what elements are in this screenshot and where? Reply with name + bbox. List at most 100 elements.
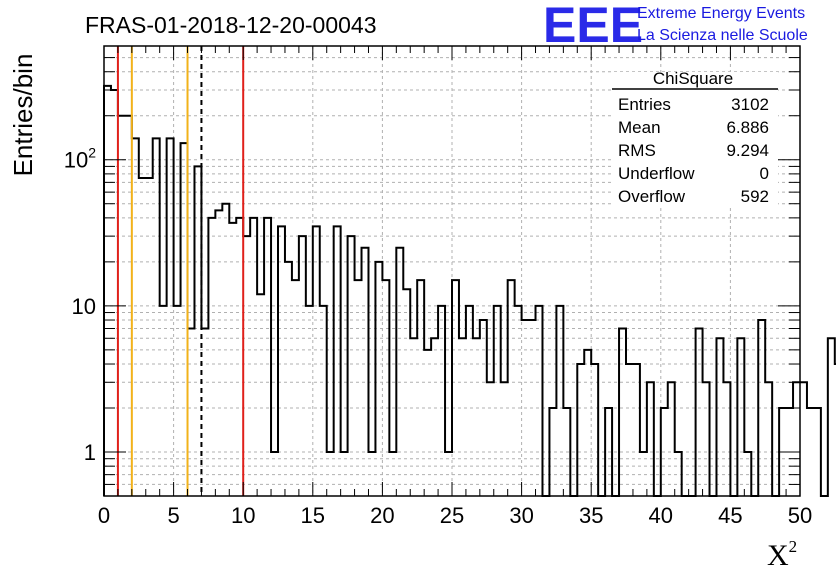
histogram-bin — [438, 306, 445, 496]
histogram-bin — [243, 236, 250, 496]
histogram-bin — [508, 280, 515, 496]
x-tick-label: 30 — [509, 503, 533, 528]
x-tick-label: 20 — [370, 503, 394, 528]
histogram-bin — [445, 452, 452, 496]
histogram-bin — [362, 248, 369, 496]
reference-lines — [116, 46, 245, 496]
histogram-bin — [529, 320, 536, 496]
histogram-bin — [132, 138, 139, 496]
histogram-bin — [341, 452, 348, 496]
y-tick-label-superscript: 2 — [88, 145, 96, 161]
histogram-bin — [111, 90, 118, 496]
histogram-bin — [494, 306, 501, 496]
histogram-series — [103, 84, 836, 497]
x-tick-label: 0 — [98, 503, 110, 528]
histogram-bin — [146, 178, 153, 496]
eee-logo: EEE Extreme Energy Events La Scienza nel… — [543, 0, 808, 53]
histogram-bin — [556, 306, 563, 496]
histogram-bin — [584, 350, 591, 496]
chart-title: FRAS-01-2018-12-20-00043 — [85, 12, 377, 38]
stats-value: 0 — [760, 164, 769, 183]
histogram-bin — [368, 452, 375, 496]
histogram-bin — [215, 210, 222, 496]
logo-line-1: Extreme Energy Events — [637, 5, 805, 22]
histogram-bin — [661, 408, 668, 496]
histogram-bin — [194, 166, 201, 496]
histogram-bin — [375, 262, 382, 496]
histogram-bin — [577, 364, 584, 496]
histogram-bin — [313, 226, 320, 496]
histogram-bin — [459, 338, 466, 496]
x-tick-labels: 0 5 10 15 20 25 30 35 40 45 50 — [98, 503, 812, 528]
histogram-bin — [278, 226, 285, 496]
stats-label: Entries — [618, 95, 671, 114]
x-tick-label: 45 — [718, 503, 742, 528]
histogram-bin — [536, 306, 543, 496]
x-axis-label: X2 — [767, 537, 797, 572]
histogram-bin — [696, 329, 703, 496]
stats-title: ChiSquare — [653, 69, 733, 88]
stats-value: 3102 — [731, 95, 769, 114]
histogram-bin — [466, 306, 473, 496]
y-tick-label: 1 — [84, 440, 96, 465]
x-tick-label: 15 — [301, 503, 325, 528]
histogram-bin — [306, 306, 313, 496]
histogram-bin — [828, 338, 835, 496]
histogram-outline — [103, 84, 836, 497]
y-tick-label: 102 — [64, 145, 96, 173]
histogram-bin — [160, 306, 167, 496]
x-tick-label: 25 — [440, 503, 464, 528]
histogram-bin — [222, 204, 229, 496]
histogram-bin — [389, 452, 396, 496]
histogram-bin — [355, 280, 362, 496]
y-tick-label-base: 10 — [64, 148, 88, 173]
stats-label: RMS — [618, 141, 656, 160]
stats-label: Underflow — [618, 164, 695, 183]
stats-box: ChiSquare Entries 3102 Mean 6.886 RMS 9.294 Un… — [612, 69, 778, 206]
logo-letters: EEE — [543, 0, 643, 53]
histogram-bin — [181, 143, 188, 496]
histogram-bin — [167, 138, 174, 496]
histogram-bin — [703, 382, 710, 496]
stats-value: 9.294 — [726, 141, 769, 160]
histogram-bin — [382, 280, 389, 496]
stats-value: 592 — [741, 187, 769, 206]
histogram-bin — [264, 218, 271, 496]
histogram-bin — [236, 218, 243, 496]
histogram-bin — [431, 338, 438, 496]
x-tick-label: 50 — [788, 503, 812, 528]
histogram-bin — [250, 218, 257, 496]
histogram-bin — [675, 452, 682, 496]
histogram-bin — [139, 178, 146, 496]
histogram-bin — [515, 306, 522, 496]
histogram-bin — [208, 218, 215, 496]
x-axis-label-superscript: 2 — [789, 537, 798, 556]
histogram-bin — [348, 236, 355, 496]
histogram-bin — [723, 382, 730, 496]
stats-value: 6.886 — [726, 118, 769, 137]
x-tick-label: 5 — [167, 503, 179, 528]
histogram-bin — [758, 320, 765, 496]
histogram-bin — [153, 138, 160, 496]
histogram-bin — [417, 280, 424, 496]
x-tick-label: 35 — [579, 503, 603, 528]
histogram-bin — [668, 382, 675, 496]
histogram-bin — [605, 408, 612, 496]
histogram-bin — [452, 280, 459, 496]
histogram-bin — [257, 294, 264, 496]
histogram-bin — [473, 338, 480, 496]
stats-box-background — [612, 72, 778, 206]
histogram-bin — [549, 408, 556, 496]
histogram-bin — [744, 452, 751, 496]
y-axis-label: Entries/bin — [8, 54, 38, 177]
histogram-bin — [626, 364, 633, 496]
histogram-bin — [188, 329, 195, 496]
histogram-bin — [480, 320, 487, 496]
histogram-bin — [800, 382, 807, 496]
histogram-bin — [619, 329, 626, 496]
histogram-bin — [299, 236, 306, 496]
histogram-bin — [285, 262, 292, 496]
histogram-bin — [201, 329, 208, 496]
